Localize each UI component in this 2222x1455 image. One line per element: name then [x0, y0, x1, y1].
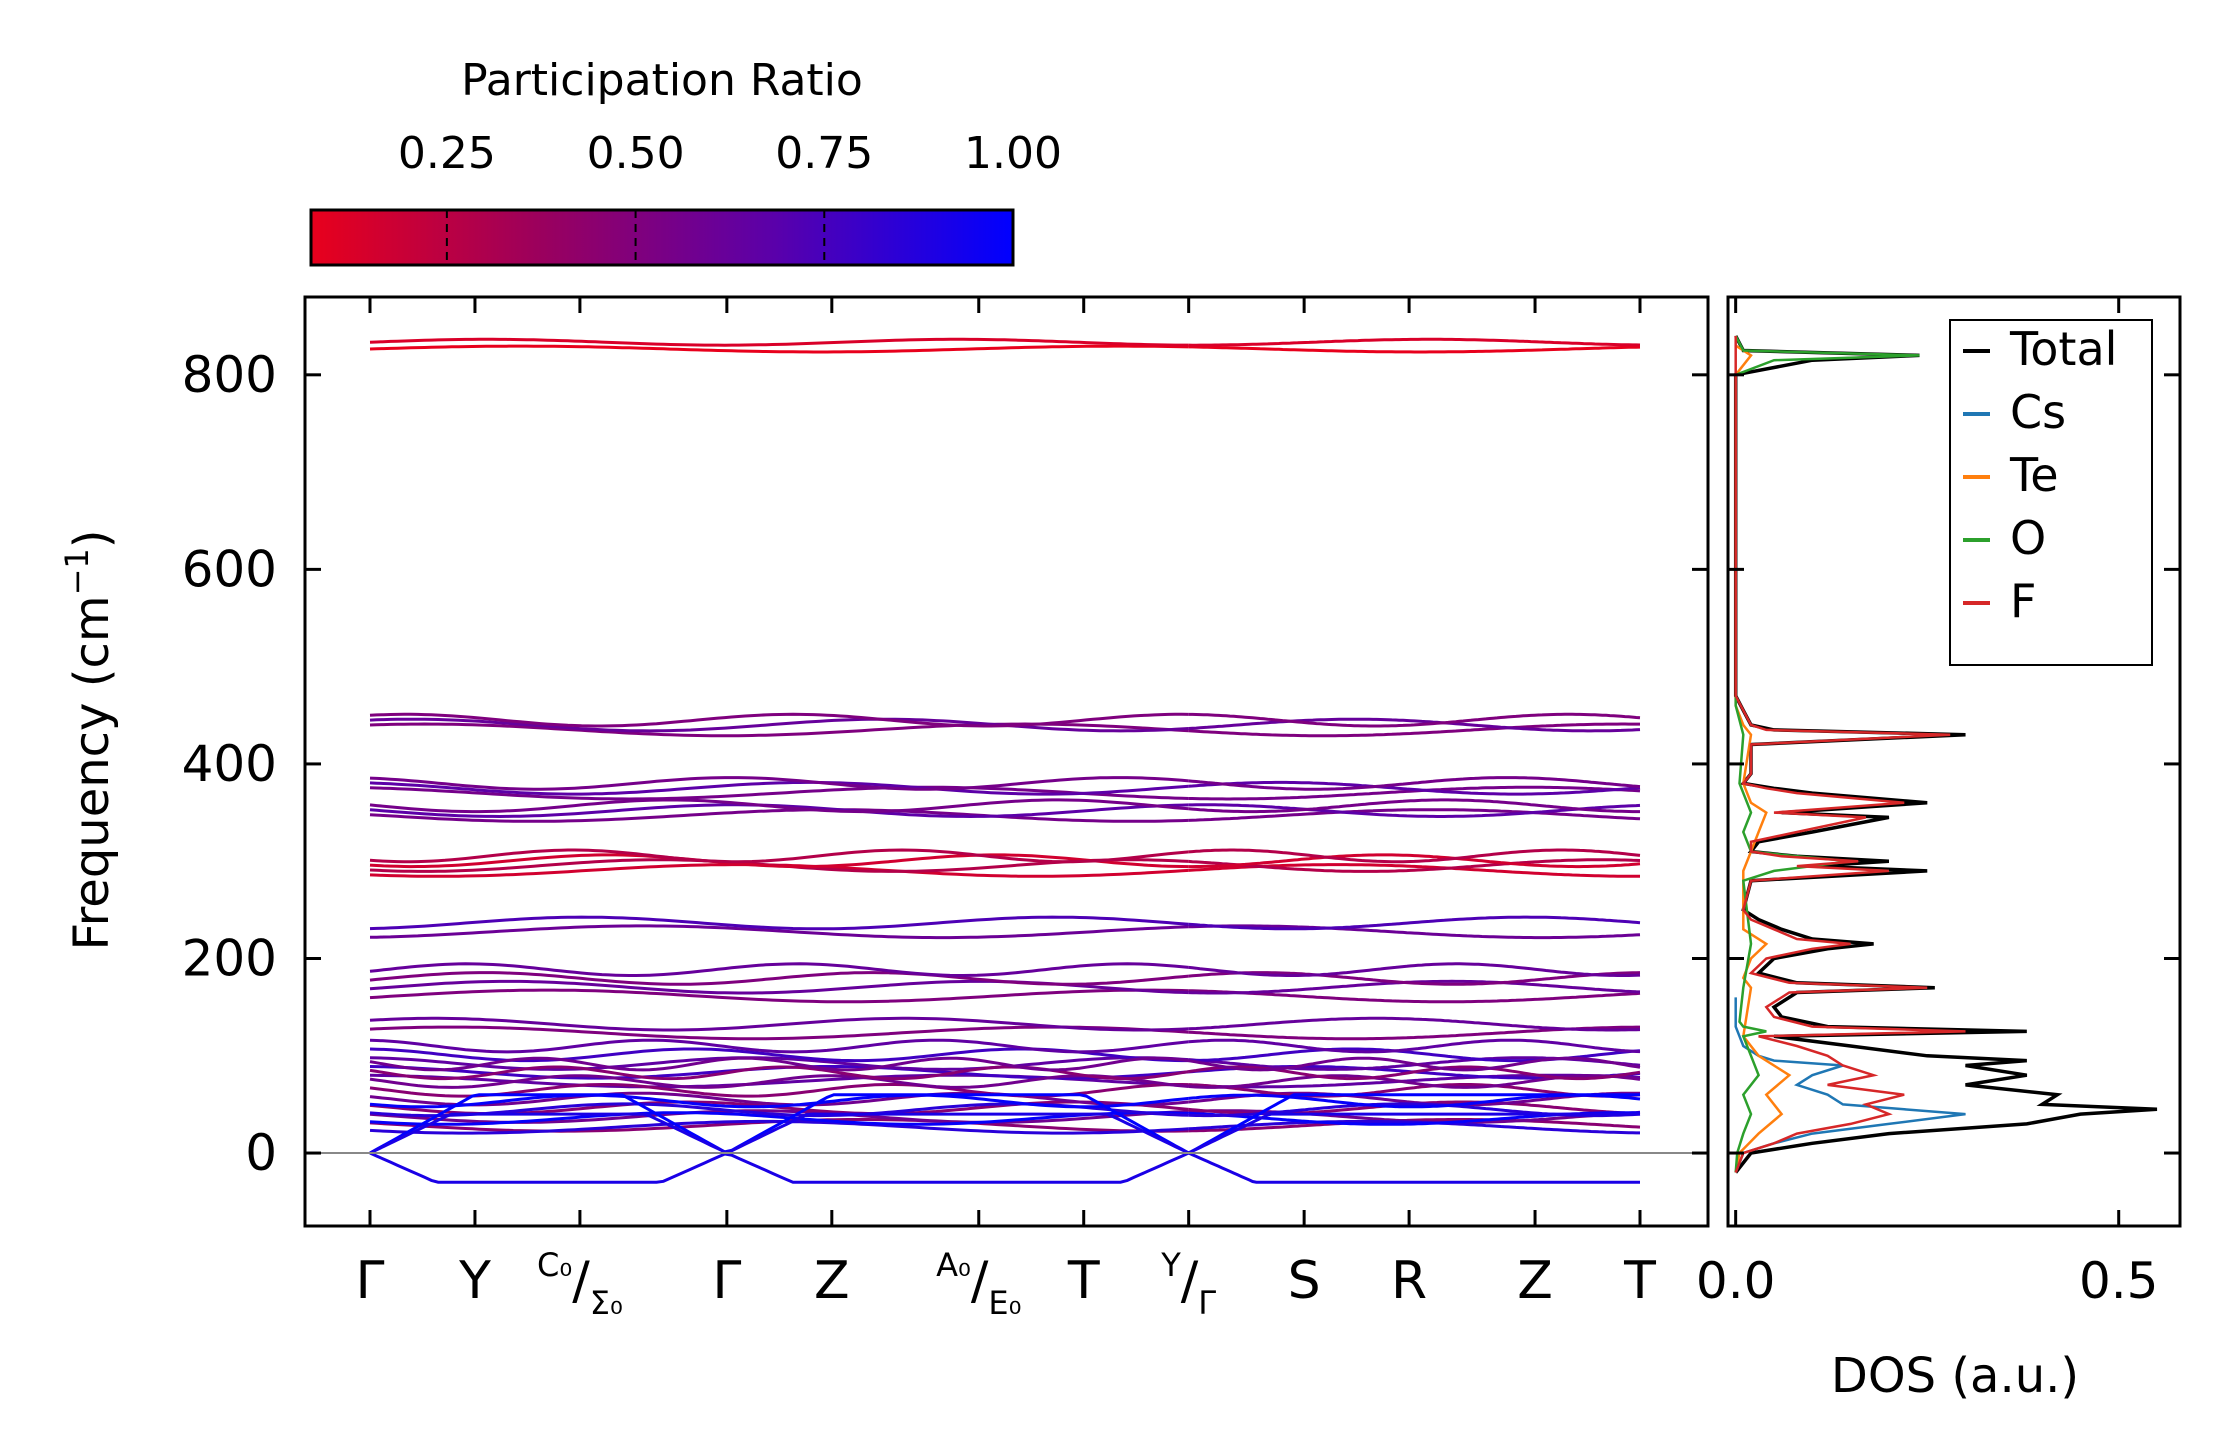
phonon-band-line	[1188, 717, 1641, 733]
dos-line-o	[1734, 335, 1920, 1173]
phonon-band-line	[369, 1119, 1189, 1135]
k-point-label: C₀/Σ₀	[537, 1246, 623, 1322]
phonon-band-line	[1188, 1073, 1641, 1089]
phonon-band-line	[1188, 924, 1641, 940]
phonon-band-line	[1187, 1093, 1640, 1155]
colorbar-gradient	[309, 208, 1015, 267]
phonon-band-line	[369, 344, 1189, 354]
phonon-band-line	[1188, 798, 1640, 814]
phonon-band-line	[369, 1112, 1190, 1155]
phonon-band-line	[369, 971, 1189, 986]
legend-label: Total	[2009, 322, 2117, 376]
dos-line-cs	[1734, 997, 1966, 1173]
band-y-axis-label: Frequency (cm−1)	[58, 529, 120, 950]
phonon-band-line	[1188, 1056, 1641, 1072]
phonon-band-line	[369, 1151, 1190, 1184]
dos-legend: Total Cs Te OF	[1949, 319, 2153, 666]
phonon-band-line	[369, 1038, 1189, 1054]
colorbar-title: Participation Ratio	[461, 55, 863, 106]
phonon-band-line	[369, 1111, 1189, 1126]
k-point-label: Z	[1517, 1251, 1553, 1311]
dos-axes-frame	[1726, 295, 2182, 1228]
phonon-band-line	[1188, 337, 1641, 347]
colorbar-tick-label: 0.25	[398, 128, 496, 179]
phonon-band-line	[369, 785, 1189, 801]
k-point-label: T	[1067, 1251, 1100, 1311]
phonon-band-line	[1188, 853, 1641, 869]
k-point-label: Γ	[356, 1251, 385, 1311]
dos-x-tick-label: 0.0	[1696, 1252, 1776, 1310]
phonon-band-line	[1188, 1119, 1640, 1135]
phonon-band-line	[369, 1091, 1189, 1107]
phonon-band-line	[369, 776, 1189, 791]
phonon-band-line	[369, 915, 1189, 931]
phonon-band-line	[1188, 915, 1641, 931]
phonon-band-line	[1188, 848, 1641, 864]
phonon-band-line	[1188, 1151, 1640, 1184]
phonon-band-line	[369, 1093, 1190, 1155]
phonon-band-line	[1188, 803, 1641, 818]
y-tick-label: 0	[245, 1124, 277, 1182]
y-tick-label: 200	[182, 929, 277, 987]
phonon-band-line	[1188, 962, 1641, 977]
k-point-label: A₀/E₀	[936, 1246, 1021, 1322]
k-point-label: S	[1288, 1251, 1321, 1311]
legend-label: F	[2010, 574, 2036, 628]
k-point-label: Y/Γ	[1160, 1246, 1216, 1322]
phonon-band-line	[1188, 808, 1641, 822]
legend-label: O	[2010, 511, 2046, 565]
phonon-band-line	[1188, 776, 1641, 791]
phonon-band-line	[369, 717, 1189, 733]
phonon-band-line	[1188, 858, 1641, 873]
k-point-label: T	[1623, 1251, 1656, 1311]
phonon-band-line	[369, 798, 1189, 814]
colorbar-tick-label: 0.50	[587, 128, 685, 179]
legend-label: Te	[2009, 448, 2059, 502]
colorbar-tick-label: 1.00	[964, 128, 1062, 179]
dos-panel: 0.0 0.5 DOS (a.u.) Total Cs Te OF	[1696, 295, 2182, 1404]
dos-x-axis-label: DOS (a.u.)	[1831, 1348, 2079, 1404]
band-axes-frame	[303, 295, 1710, 1228]
colorbar-tick-label: 0.75	[775, 128, 873, 179]
y-tick-label: 800	[182, 346, 277, 404]
dos-line-f	[1734, 335, 1966, 1173]
phonon-band-line	[369, 808, 1189, 823]
phonon-band-line	[369, 1016, 1189, 1032]
phonon-band-line	[1188, 345, 1641, 354]
phonon-band-line	[369, 337, 1189, 347]
legend-label: Cs	[2010, 385, 2066, 439]
phonon-band-line	[369, 1056, 1189, 1071]
k-point-label: R	[1391, 1251, 1427, 1311]
band-structure-panel: 0 200 400 600 800 Γ Y C₀/Σ₀ Γ Z A₀/E₀ T Y/Γ S R Z T Fre…	[58, 295, 1710, 1322]
phonon-band-line	[1188, 722, 1640, 738]
y-tick-label: 400	[182, 735, 277, 793]
phonon-band-line	[1188, 712, 1641, 728]
phonon-band-line	[369, 962, 1189, 977]
phonon-band-line	[1188, 1038, 1641, 1054]
dos-x-tick-label: 0.5	[2079, 1252, 2159, 1310]
phonon-band-line	[369, 1093, 1189, 1109]
phonon-band-line	[369, 780, 1189, 796]
y-tick-label: 600	[182, 540, 277, 598]
phonon-band-line	[1188, 989, 1641, 1004]
phonon-band-line	[1188, 971, 1641, 986]
phonon-band-line	[369, 848, 1189, 864]
dos-legend-frame	[1949, 319, 2153, 666]
k-point-label: Z	[814, 1251, 850, 1311]
k-point-label: Γ	[712, 1251, 741, 1311]
phonon-band-line	[369, 924, 1189, 940]
phonon-band-line	[369, 1025, 1189, 1041]
phonon-band-line	[369, 853, 1189, 869]
dos-line-te	[1734, 344, 1792, 1173]
phonon-band-line	[369, 1074, 1189, 1089]
colorbar: Participation Ratio 0.25 0.50 0.75 1.00	[309, 55, 1062, 267]
phonon-band-line	[369, 1056, 1189, 1072]
phonon-band-line	[1188, 1112, 1640, 1155]
phonon-band-line	[1188, 780, 1641, 796]
phonon-band-line	[369, 988, 1189, 1004]
k-point-label: Y	[458, 1251, 491, 1311]
phonon-band-line	[1188, 1016, 1641, 1032]
phonon-band-line	[369, 712, 1189, 728]
